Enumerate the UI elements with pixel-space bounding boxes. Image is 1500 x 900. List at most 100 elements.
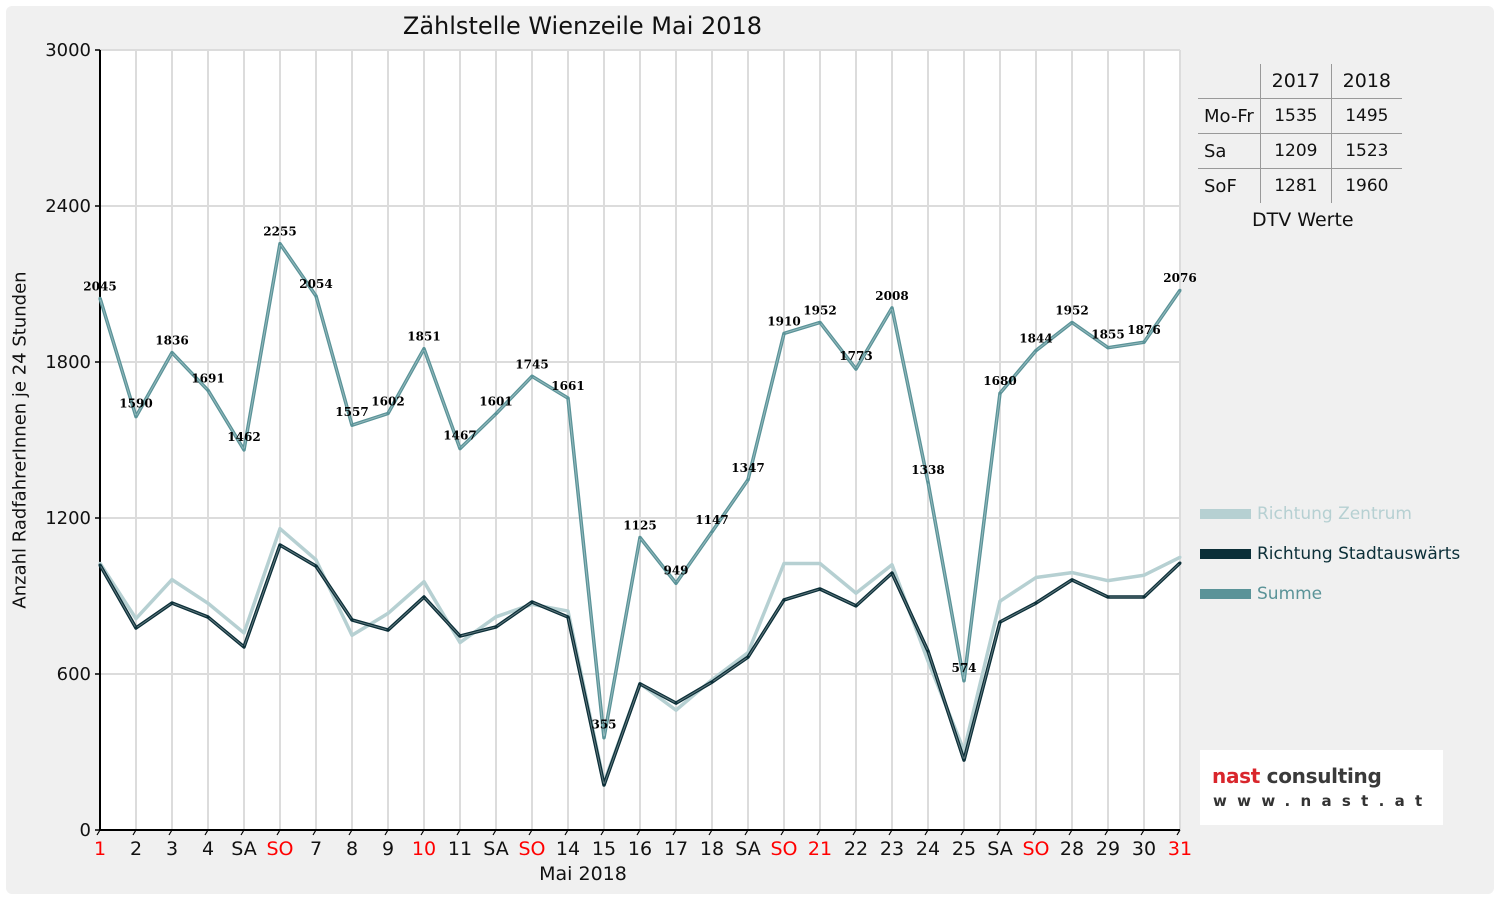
logo-consulting: consulting (1266, 764, 1382, 788)
data-point (278, 242, 282, 246)
data-point (1070, 578, 1074, 582)
data-point (1106, 346, 1110, 350)
data-point (854, 591, 858, 595)
data-point (530, 374, 534, 378)
data-point (386, 628, 390, 632)
data-point (926, 649, 930, 653)
data-label: 1952 (1055, 303, 1088, 317)
data-label: 2076 (1163, 271, 1196, 285)
legend-swatch (1200, 509, 1251, 519)
data-label: 1952 (803, 303, 836, 317)
legend-swatch (1200, 549, 1251, 559)
nast-consulting-logo: nast consulting www.nast.at (1200, 750, 1443, 825)
x-axis-label: Mai 2018 (539, 863, 627, 885)
data-label: 2045 (83, 279, 116, 293)
data-label: 2008 (875, 289, 908, 303)
data-label: 949 (663, 563, 688, 577)
dtv-cell: 1281 (1259, 168, 1332, 203)
data-point (566, 396, 570, 400)
x-tick-label: 31 (1168, 838, 1192, 860)
x-tick-label: 21 (808, 838, 832, 860)
data-point (206, 615, 210, 619)
data-point (1106, 595, 1110, 599)
data-label: 1836 (155, 334, 188, 348)
data-point (350, 618, 354, 622)
y-tick-label: 3000 (45, 40, 91, 61)
data-label: 1691 (191, 371, 224, 385)
data-label: 1855 (1091, 328, 1124, 342)
data-point (746, 655, 750, 659)
x-tick-label: 8 (346, 838, 358, 860)
data-label: 1590 (119, 397, 152, 411)
data-point (494, 615, 498, 619)
dtv-cell: 1960 (1330, 168, 1402, 203)
y-axis-label: Anzahl RadfahrerInnen je 24 Stunden (9, 271, 31, 609)
data-label: 1910 (767, 314, 800, 328)
x-tick-label: SA (987, 838, 1012, 860)
x-tick-label: 25 (952, 838, 976, 860)
data-point (962, 758, 966, 762)
data-point (458, 641, 462, 645)
data-point (134, 617, 138, 621)
x-tick-label: SO (770, 838, 797, 860)
data-point (962, 679, 966, 683)
data-point (422, 580, 426, 584)
data-point (458, 447, 462, 451)
data-label: 2054 (299, 277, 332, 291)
data-point (170, 601, 174, 605)
legend-swatch (1200, 589, 1251, 599)
data-point (494, 625, 498, 629)
data-point (314, 558, 318, 562)
legend-item-stadtauswaerts: Richtung Stadtauswärts (1200, 534, 1460, 574)
x-tick-label: 17 (664, 838, 688, 860)
data-point (1178, 288, 1182, 292)
data-label: 1745 (515, 357, 548, 371)
data-point (1034, 576, 1038, 580)
data-point (854, 367, 858, 371)
data-label: 1338 (911, 463, 944, 477)
x-tick (96, 829, 101, 836)
data-point (242, 631, 246, 635)
data-point (1142, 595, 1146, 599)
data-point (566, 609, 570, 613)
data-point (278, 527, 282, 531)
data-point (602, 736, 606, 740)
data-point (314, 564, 318, 568)
dtv-cell: 1209 (1259, 133, 1332, 169)
dtv-row-label: Sa (1198, 133, 1261, 169)
x-tick-label: 18 (700, 838, 724, 860)
data-point (1034, 601, 1038, 605)
x-tick-label: 30 (1132, 838, 1156, 860)
x-tick-label: 2 (130, 838, 142, 860)
y-tick-label: 2400 (45, 196, 91, 217)
data-label: 1125 (623, 519, 656, 533)
data-point (926, 659, 930, 663)
legend-item-summe: Summe (1200, 574, 1460, 614)
data-label: 1147 (695, 513, 728, 527)
data-label: 1851 (407, 330, 440, 344)
dtv-caption: DTV Werte (1252, 209, 1354, 231)
data-point (890, 571, 894, 575)
x-tick-label: 3 (166, 838, 178, 860)
data-label: 1680 (983, 374, 1016, 388)
x-tick-label: 1 (94, 838, 106, 860)
logo-nast: nast (1212, 764, 1260, 788)
x-tick-label: 15 (592, 838, 616, 860)
data-label: 1601 (479, 395, 512, 409)
data-point (134, 626, 138, 630)
data-point (818, 320, 822, 324)
data-point (170, 351, 174, 355)
data-point (422, 595, 426, 599)
x-tick-label: 9 (382, 838, 394, 860)
x-tick-label: 28 (1060, 838, 1084, 860)
data-label: 1773 (839, 349, 872, 363)
x-tick-label: SO (266, 838, 293, 860)
dtv-cell: 1495 (1330, 98, 1402, 134)
dtv-header-2017: 2017 (1259, 64, 1332, 99)
data-point (998, 391, 1002, 395)
data-point (350, 633, 354, 637)
x-tick-label: 23 (880, 838, 904, 860)
data-point (818, 562, 822, 565)
data-point (1070, 571, 1074, 575)
data-point (890, 563, 894, 567)
